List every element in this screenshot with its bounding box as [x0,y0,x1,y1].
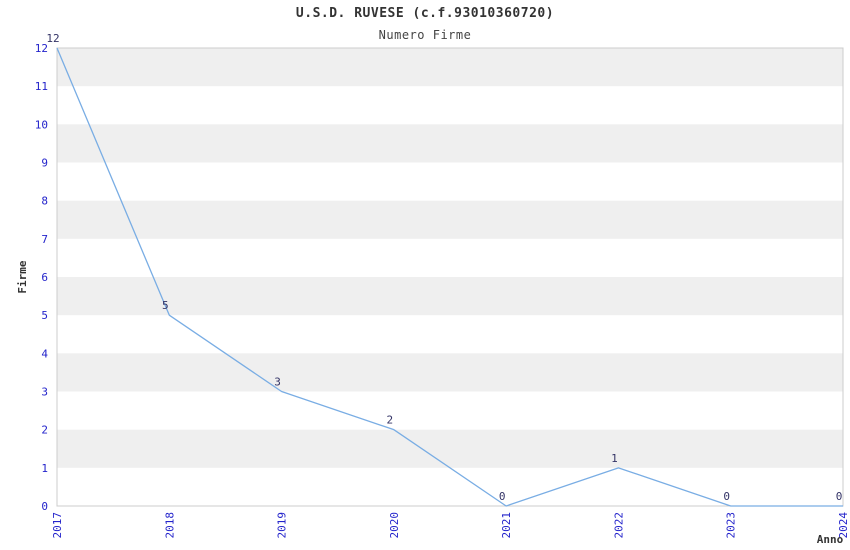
y-tick-label: 3 [41,386,48,399]
data-point-label: 0 [836,490,843,503]
x-tick-label: 2024 [837,512,850,539]
x-tick-label: 2023 [725,512,738,539]
x-tick-label: 2021 [500,512,513,539]
y-tick-label: 8 [41,195,48,208]
x-axis-title: Anno [817,533,844,546]
data-point-label: 0 [499,490,506,503]
data-point-label: 12 [46,32,59,45]
y-tick-label: 7 [41,233,48,246]
y-tick-label: 4 [41,347,48,360]
x-tick-label: 2017 [51,512,64,539]
y-tick-label: 2 [41,424,48,437]
x-tick-label: 2020 [388,512,401,539]
data-point-label: 5 [162,299,169,312]
x-tick-label: 2018 [163,512,176,539]
y-tick-label: 11 [35,80,48,93]
data-line [56,47,843,507]
y-tick-label: 12 [35,42,48,55]
grid-stripe [57,353,843,392]
y-tick-label: 10 [35,118,48,131]
chart-subtitle: Numero Firme [378,28,472,42]
x-tick-label: 2019 [276,512,289,539]
grid-stripe [57,48,843,87]
plot-border [56,47,844,507]
y-axis-title: Firme [16,260,29,293]
y-tick-label: 1 [41,462,48,475]
data-point-label: 0 [723,490,730,503]
data-point-label: 3 [274,376,281,389]
grid-stripe [57,124,843,163]
data-point-label: 2 [387,414,394,427]
y-tick-label: 9 [41,157,48,170]
grid-stripe [57,200,843,239]
grid-stripe [57,429,843,468]
chart-title: U.S.D. RUVESE (c.f.93010360720) [295,6,555,21]
data-point-label: 1 [611,452,618,465]
y-tick-label: 6 [41,271,48,284]
y-tick-label: 0 [41,500,48,513]
x-tick-label: 2022 [612,512,625,539]
y-tick-label: 5 [41,309,48,322]
grid-stripe [57,277,843,316]
